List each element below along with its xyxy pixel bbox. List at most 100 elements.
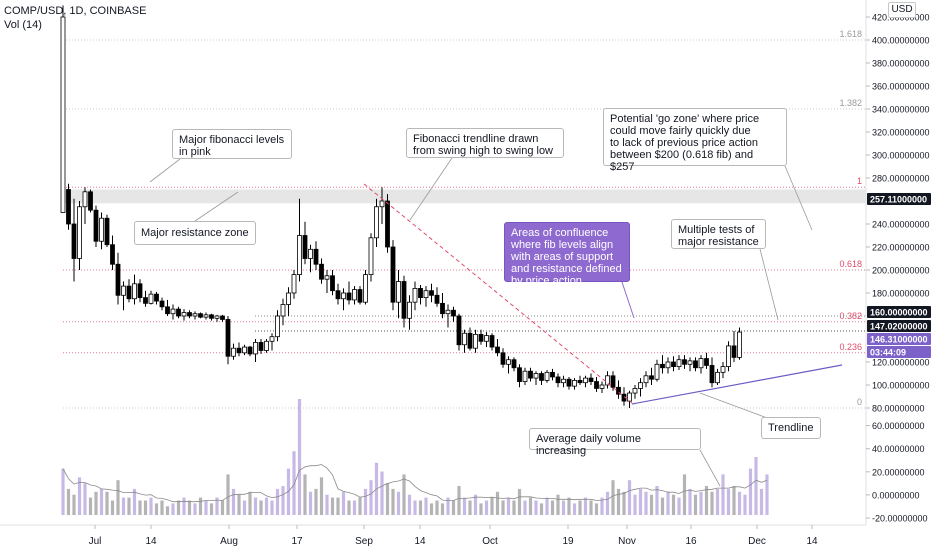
candle-body — [594, 381, 599, 389]
candle-body — [522, 370, 528, 382]
callout-go-zone: Potential 'go zone' where price could mo… — [603, 108, 787, 173]
candle-body — [616, 386, 621, 395]
volume-bar — [633, 494, 637, 515]
candle-body — [170, 308, 176, 315]
volume-bar — [237, 494, 241, 515]
candle-body — [176, 308, 181, 317]
volume-bar — [253, 497, 258, 515]
volume-bar — [193, 503, 197, 515]
volume-bar — [754, 457, 758, 515]
candle-body — [456, 315, 462, 346]
volume-bar — [457, 486, 461, 515]
volume-bar — [209, 503, 214, 515]
volume-bar — [748, 468, 753, 515]
candle-body — [412, 287, 418, 303]
candle-body — [440, 302, 445, 315]
volume-bar — [215, 497, 219, 515]
candle-body — [143, 297, 148, 304]
volume-bar — [341, 491, 346, 515]
candle-body — [660, 363, 665, 369]
candle-body — [77, 206, 82, 259]
volume-bar — [105, 491, 109, 515]
candle-body — [269, 336, 275, 342]
candle-body — [88, 191, 93, 211]
candle-body — [676, 359, 682, 368]
volume-bar — [594, 503, 599, 515]
volume-bar — [627, 480, 632, 515]
candle-body — [583, 377, 588, 384]
candle-body — [110, 244, 115, 265]
candle-body — [368, 237, 374, 276]
volume-bar — [391, 488, 395, 515]
candle-body — [726, 345, 731, 367]
volume-bar — [176, 500, 181, 515]
volume-bar — [61, 468, 65, 515]
volume-bar — [314, 488, 318, 515]
y-tick-label: 220.00000000 — [872, 243, 930, 253]
candle-body — [385, 200, 390, 248]
volume-bar — [424, 497, 428, 515]
candle-body — [632, 388, 638, 394]
volume-bar — [517, 488, 522, 515]
candle-body — [423, 290, 429, 299]
volume-bar — [539, 503, 544, 515]
candle-body — [159, 300, 165, 308]
volume-bar — [710, 491, 714, 515]
candle-body — [93, 209, 99, 242]
candle-body — [731, 345, 737, 358]
candle-body — [429, 290, 434, 296]
candle-body — [638, 382, 643, 389]
volume-bar — [616, 488, 621, 515]
candle-body — [341, 292, 346, 300]
volume-bar — [259, 500, 263, 515]
volume-bar — [264, 497, 269, 515]
volume-bar — [138, 500, 142, 515]
candle-body — [330, 275, 335, 292]
fib-level-label: 1 — [857, 176, 862, 186]
volume-bar — [605, 491, 610, 515]
candle-body — [214, 315, 220, 319]
candle-body — [539, 373, 544, 381]
volume-bar — [396, 491, 401, 515]
x-tick-label: 17 — [291, 536, 303, 547]
volume-bar — [204, 500, 208, 515]
volume-bar — [512, 500, 516, 515]
y-tick-label: 240.00000000 — [872, 220, 930, 230]
candle-body — [126, 285, 132, 300]
candle-body — [654, 363, 660, 380]
candle-body — [335, 290, 341, 300]
candle-body — [649, 375, 654, 380]
candle-body — [203, 314, 209, 318]
volume-bar — [94, 491, 98, 515]
candle-body — [297, 235, 302, 275]
candle-body — [434, 294, 440, 304]
support-trendline — [631, 364, 843, 405]
volume-bar — [501, 500, 505, 515]
candle-body — [462, 332, 467, 346]
volume-bar — [132, 488, 137, 515]
y-tick-label: 200.00000000 — [872, 266, 930, 276]
volume-bar — [435, 500, 439, 515]
volume-bar — [303, 474, 307, 515]
fib-level-label: 0.236 — [839, 342, 862, 352]
candle-body — [528, 370, 533, 379]
volume-bar — [149, 497, 153, 515]
volume-bar — [468, 500, 472, 515]
volume-bar — [440, 503, 445, 515]
volume-bar — [484, 500, 489, 515]
candle-body — [209, 314, 214, 319]
candle-body — [154, 293, 159, 302]
candle-body — [709, 365, 715, 384]
volume-bar — [589, 500, 593, 515]
candle-body — [121, 285, 126, 296]
candle-body — [687, 360, 693, 365]
volume-bar — [462, 497, 467, 515]
volume-bar — [759, 488, 764, 515]
volume-bar — [644, 491, 648, 515]
volume-bar — [352, 500, 357, 515]
volume-bar — [572, 503, 577, 515]
currency-badge[interactable]: USD — [888, 2, 916, 18]
candle-body — [704, 358, 709, 366]
price-badge — [867, 306, 931, 318]
volume-bar — [413, 500, 417, 515]
